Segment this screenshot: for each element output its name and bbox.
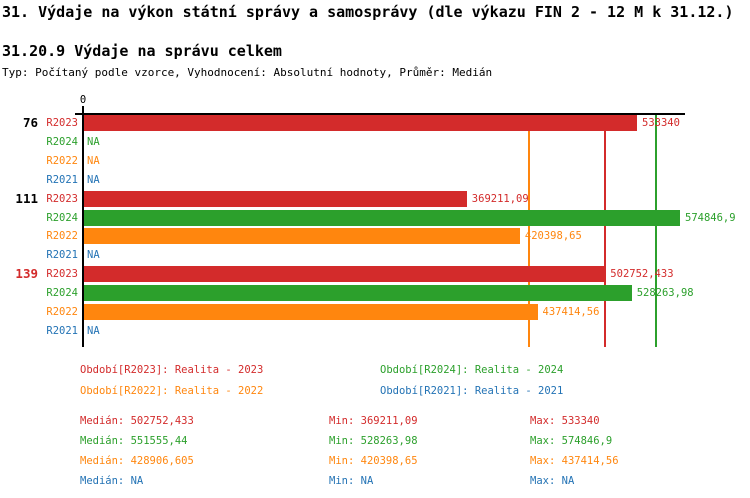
bar-value-label: NA (87, 154, 100, 167)
x-axis-tick (82, 106, 84, 114)
chart-row: R2021 NA (0, 247, 750, 263)
stat-value: NA (360, 475, 374, 487)
stat-median-r2023: Medián: 502752,433 (80, 415, 194, 427)
bar (84, 266, 606, 283)
stat-min-r2023: Min: 369211,09 (329, 415, 418, 427)
chart-row: R2022 437414,56 (0, 304, 750, 320)
chart-row: R2022 NA (0, 153, 750, 169)
stat-label: Medián: (80, 455, 125, 467)
stat-median-r2024: Medián: 551555,44 (80, 435, 188, 447)
bar-value-label: 369211,09 (471, 192, 529, 205)
bar-value-label: 502752,433 (610, 268, 674, 281)
stat-label: Min: (329, 475, 355, 487)
stat-label: Max: (530, 475, 556, 487)
stat-label: Medián: (80, 415, 125, 427)
group-label: 76 (22, 115, 38, 130)
series-label: R2023 (46, 117, 78, 129)
bar-value-label: 574846,9 (685, 211, 736, 224)
bar (84, 228, 520, 245)
series-label: R2021 (46, 173, 78, 186)
stat-median-r2021: Medián: NA (80, 475, 143, 487)
bar-value-label: 420398,65 (524, 230, 582, 243)
series-label: R2022 (46, 306, 78, 318)
series-label: R2024 (46, 287, 78, 300)
series-label: R2021 (46, 249, 78, 262)
chart-row: R2024 NA (0, 134, 750, 150)
bar (84, 190, 467, 207)
bar-value-label: 528263,98 (636, 287, 694, 300)
bar (84, 209, 680, 226)
chart-row: R2024 528263,98 (0, 285, 750, 302)
legend-item-r2024: Období[R2024]: Realita - 2024 (380, 364, 564, 376)
series-label: R2024 (46, 211, 78, 224)
stat-max-r2023: Max: 533340 (530, 415, 600, 427)
chart-row: 111 R2023 369211,09 (0, 190, 750, 207)
page-title: 31. Výdaje na výkon státní správy a samo… (2, 3, 734, 21)
chart-row: R2021 NA (0, 323, 750, 339)
bar-value-label: NA (87, 324, 100, 337)
stat-label: Medián: (80, 475, 125, 487)
series-label: R2022 (46, 230, 78, 243)
x-axis-zero-label: 0 (79, 94, 87, 106)
bar-value-label: NA (87, 249, 100, 262)
stat-label: Max: (530, 455, 556, 467)
chart-row: R2021 NA (0, 172, 750, 188)
median-line-r2022 (527, 113, 530, 347)
series-label: R2023 (46, 192, 78, 205)
stat-value: 420398,65 (360, 455, 418, 467)
bar-value-label: NA (87, 173, 100, 186)
group-label-selected: 139 (15, 266, 38, 282)
stat-value: 551555,44 (130, 435, 188, 447)
stat-max-r2024: Max: 574846,9 (530, 435, 612, 447)
series-label: R2023 (46, 268, 78, 281)
series-label: R2024 (46, 135, 78, 148)
stat-label: Medián: (80, 435, 125, 447)
stat-label: Max: (530, 435, 556, 447)
stat-median-r2022: Medián: 428906,605 (80, 455, 194, 467)
legend-item-r2023: Období[R2023]: Realita - 2023 (80, 364, 264, 376)
stat-value: NA (130, 475, 144, 487)
stat-label: Max: (530, 415, 556, 427)
chart-row: R2022 420398,65 (0, 228, 750, 245)
chart-row: 76 R2023 533340 (0, 115, 750, 131)
bar-value-label: NA (87, 135, 100, 148)
bar (84, 115, 637, 131)
stat-value: 528263,98 (360, 435, 418, 447)
stat-min-r2021: Min: NA (329, 475, 373, 487)
stat-value: 369211,09 (360, 415, 418, 427)
bar-chart: 0 76 R2023 533340 R2024 NA R2022 NA R202… (0, 94, 750, 347)
group-label: 111 (15, 190, 38, 206)
indicator-meta: Typ: Počítaný podle vzorce, Vyhodnocení:… (2, 66, 493, 79)
chart-row: 139 R2023 502752,433 (0, 266, 750, 283)
stat-value: 533340 (561, 415, 600, 427)
stat-max-r2022: Max: 437414,56 (530, 455, 619, 467)
stat-value: 437414,56 (561, 455, 619, 467)
stat-value: 428906,605 (130, 455, 194, 467)
y-axis-line (82, 113, 84, 347)
median-line-r2023 (604, 113, 607, 347)
stat-max-r2021: Max: NA (530, 475, 574, 487)
stat-label: Min: (329, 455, 355, 467)
indicator-title: 31.20.9 Výdaje na správu celkem (2, 42, 282, 60)
stat-value: 502752,433 (130, 415, 194, 427)
stat-value: NA (561, 475, 575, 487)
stat-min-r2022: Min: 420398,65 (329, 455, 418, 467)
stat-label: Min: (329, 435, 355, 447)
bar-value-label: 437414,56 (542, 306, 600, 318)
x-axis-line (75, 113, 685, 115)
stat-value: 574846,9 (561, 435, 613, 447)
legend-item-r2021: Období[R2021]: Realita - 2021 (380, 385, 564, 397)
legend-item-r2022: Období[R2022]: Realita - 2022 (80, 385, 264, 397)
series-label: R2022 (46, 154, 78, 167)
series-label: R2021 (46, 324, 78, 337)
bar (84, 285, 632, 302)
chart-row: R2024 574846,9 (0, 209, 750, 226)
median-line-r2024 (654, 113, 657, 347)
bar-value-label: 533340 (642, 117, 680, 129)
bar (84, 304, 538, 320)
stat-min-r2024: Min: 528263,98 (329, 435, 418, 447)
stat-label: Min: (329, 415, 355, 427)
